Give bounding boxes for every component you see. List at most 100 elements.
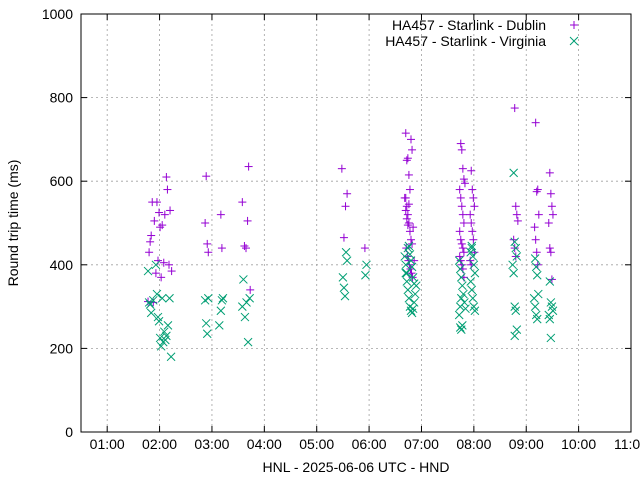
data-point-plus [466,210,475,219]
data-point-cross [532,314,542,324]
data-point-plus [510,244,519,253]
data-point-plus [458,244,467,253]
data-point-plus [513,216,522,225]
data-point-plus [548,210,557,219]
data-point-plus [533,185,542,194]
data-point-cross [530,302,540,311]
data-point-plus [162,173,171,182]
data-point-cross [243,337,253,347]
data-point-plus [402,202,411,211]
data-point-plus [467,219,476,227]
data-point-plus [530,223,539,232]
x-tick-label: 04:00 [247,436,282,452]
data-point-plus [531,235,540,244]
x-tick-label: 06:00 [352,436,387,452]
data-point-plus [407,135,415,144]
data-points [143,104,558,362]
data-point-plus [545,168,554,177]
data-point-plus [458,210,467,219]
data-point-plus [160,210,169,219]
data-point-plus [467,166,476,175]
data-point-cross [240,312,250,322]
data-point-cross [512,325,522,334]
data-point-cross [511,243,521,253]
data-point-plus [341,202,350,211]
data-point-cross [455,302,465,311]
data-point-plus [244,162,253,171]
data-point-cross [216,306,226,316]
data-point-plus [403,154,412,163]
data-point-cross [340,291,350,301]
data-point-cross [512,252,522,261]
data-point-cross [546,333,556,343]
data-point-cross [509,268,519,278]
y-tick-label: 400 [50,257,74,273]
data-point-plus [201,219,210,227]
data-point-cross [151,260,161,270]
data-point-plus [546,248,555,257]
data-point-cross [217,295,227,305]
data-point-cross [341,247,351,257]
data-point-cross [148,295,158,305]
data-point-cross [454,256,464,265]
data-point-plus [360,244,369,253]
data-point-cross [508,260,517,270]
data-point-cross [470,306,480,316]
data-point-cross [456,293,466,303]
data-point-plus [337,164,346,173]
data-point-cross [409,279,419,288]
data-point-cross [154,316,164,326]
data-point-plus [202,172,211,181]
data-point-plus [238,198,247,207]
data-point-cross [239,275,248,284]
x-axis-label: HNL - 2025-06-06 UTC - HND [263,459,450,475]
data-point-plus [404,200,413,209]
data-point-plus [545,244,554,253]
data-point-plus [469,235,478,244]
data-point-cross [403,243,413,253]
data-point-plus [155,208,164,217]
legend-label: HA457 - Starlink - Dublin [392,17,546,33]
data-point-plus [405,227,414,236]
legend-marker-cross [569,36,579,46]
data-point-cross [454,310,464,320]
data-point-plus [403,210,412,219]
data-point-plus [158,221,167,230]
data-point-plus [460,179,469,188]
data-point-plus [456,256,465,265]
data-point-cross [509,168,519,178]
data-point-cross [144,298,154,307]
data-point-cross [218,293,228,303]
data-point-cross [339,283,349,293]
data-point-plus [216,210,225,219]
data-point-cross [404,241,414,251]
data-point-cross [152,289,162,299]
data-point-cross [532,270,542,280]
data-point-plus [455,227,464,236]
y-tick-label: 200 [50,340,74,356]
data-point-cross [470,268,480,278]
data-point-cross [242,298,251,307]
data-point-plus [531,118,540,127]
data-point-cross [203,293,213,303]
x-tick-label: 10:00 [561,436,596,452]
data-point-plus [456,235,465,244]
data-point-plus [511,202,520,211]
data-point-cross [456,272,466,282]
data-point-cross [455,264,465,274]
data-point-cross [400,252,410,261]
x-tick-label: 09:00 [509,436,544,452]
data-point-plus [243,216,252,225]
data-point-plus [459,248,468,257]
y-tick-label: 800 [50,90,74,106]
x-tick-label: 03:00 [194,436,229,452]
data-point-cross [402,277,412,286]
data-point-plus [401,129,410,138]
plot-frame [80,13,632,433]
data-point-cross [245,293,255,303]
data-point-cross [214,321,224,330]
data-point-plus [459,175,468,184]
data-point-plus [409,223,418,232]
data-point-cross [467,241,477,251]
